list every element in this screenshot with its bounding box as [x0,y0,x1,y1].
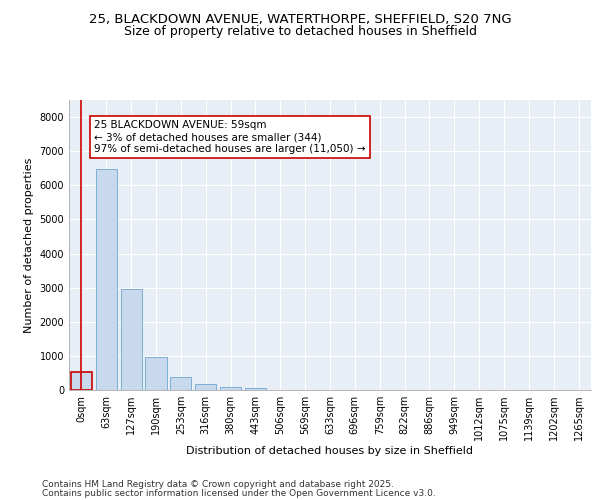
Bar [170,378,191,390]
Text: 25 BLACKDOWN AVENUE: 59sqm
← 3% of detached houses are smaller (344)
97% of semi: 25 BLACKDOWN AVENUE: 59sqm ← 3% of detac… [94,120,365,154]
Text: Contains HM Land Registry data © Crown copyright and database right 2025.: Contains HM Land Registry data © Crown c… [42,480,394,489]
Text: 25, BLACKDOWN AVENUE, WATERTHORPE, SHEFFIELD, S20 7NG: 25, BLACKDOWN AVENUE, WATERTHORPE, SHEFF… [89,12,511,26]
X-axis label: Distribution of detached houses by size in Sheffield: Distribution of detached houses by size … [187,446,473,456]
Bar [220,387,241,390]
Text: Contains public sector information licensed under the Open Government Licence v3: Contains public sector information licen… [42,489,436,498]
Bar [96,169,117,390]
Bar [145,357,167,390]
Bar [245,388,266,390]
Y-axis label: Number of detached properties: Number of detached properties [24,158,34,332]
Bar [71,372,92,390]
Text: Size of property relative to detached houses in Sheffield: Size of property relative to detached ho… [124,25,476,38]
Bar [121,288,142,390]
Bar [195,384,216,390]
